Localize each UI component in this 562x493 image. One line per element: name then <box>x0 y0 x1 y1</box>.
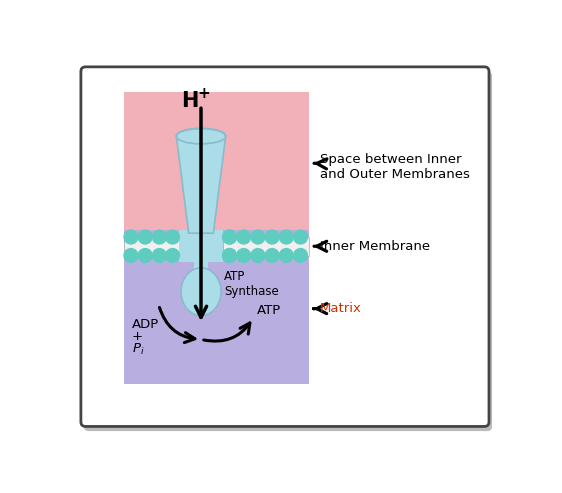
Bar <box>124 237 179 255</box>
Text: +: + <box>132 330 143 343</box>
Circle shape <box>166 230 179 244</box>
Circle shape <box>124 230 138 244</box>
Text: +: + <box>198 86 211 101</box>
Ellipse shape <box>176 129 226 144</box>
Bar <box>223 237 309 255</box>
Bar <box>179 230 223 262</box>
Polygon shape <box>176 136 226 233</box>
Circle shape <box>279 248 293 262</box>
Circle shape <box>138 248 152 262</box>
Circle shape <box>166 248 179 262</box>
Circle shape <box>237 248 251 262</box>
Text: ATP
Synthase: ATP Synthase <box>224 270 279 298</box>
Text: H: H <box>182 91 199 111</box>
Circle shape <box>223 248 237 262</box>
Text: Matrix: Matrix <box>314 302 361 315</box>
Circle shape <box>138 230 152 244</box>
Text: Space between Inner
and Outer Membranes: Space between Inner and Outer Membranes <box>314 153 469 181</box>
Text: P$_i$: P$_i$ <box>132 342 144 357</box>
Text: ATP: ATP <box>256 304 280 317</box>
Circle shape <box>237 230 251 244</box>
Circle shape <box>251 248 265 262</box>
Circle shape <box>152 248 166 262</box>
Text: ADP: ADP <box>132 317 159 330</box>
Circle shape <box>251 230 265 244</box>
Circle shape <box>124 248 138 262</box>
Ellipse shape <box>181 268 221 316</box>
FancyBboxPatch shape <box>81 67 489 426</box>
Circle shape <box>223 230 237 244</box>
Bar <box>124 230 309 384</box>
Bar <box>124 92 309 230</box>
Circle shape <box>223 248 237 262</box>
Circle shape <box>293 230 307 244</box>
Circle shape <box>293 248 307 262</box>
Circle shape <box>223 230 237 244</box>
Circle shape <box>152 230 166 244</box>
FancyBboxPatch shape <box>84 71 492 431</box>
Circle shape <box>265 230 279 244</box>
Bar <box>194 233 208 288</box>
Text: Inner Membrane: Inner Membrane <box>314 240 430 253</box>
Circle shape <box>265 248 279 262</box>
Circle shape <box>279 230 293 244</box>
